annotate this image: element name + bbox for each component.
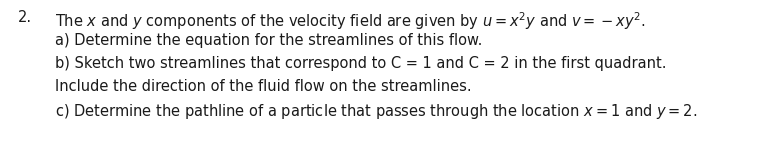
Text: b) Sketch two streamlines that correspond to C = 1 and C = 2 in the first quadra: b) Sketch two streamlines that correspon… xyxy=(55,56,667,71)
Text: The $x$ and $y$ components of the velocity field are given by $u = x^2y$ and $v : The $x$ and $y$ components of the veloci… xyxy=(55,10,646,32)
Text: c) Determine the pathline of a particle that passes through the location $x = 1$: c) Determine the pathline of a particle … xyxy=(55,102,697,121)
Text: Include the direction of the fluid flow on the streamlines.: Include the direction of the fluid flow … xyxy=(55,79,472,94)
Text: a) Determine the equation for the streamlines of this flow.: a) Determine the equation for the stream… xyxy=(55,33,482,48)
Text: 2.: 2. xyxy=(18,10,32,25)
